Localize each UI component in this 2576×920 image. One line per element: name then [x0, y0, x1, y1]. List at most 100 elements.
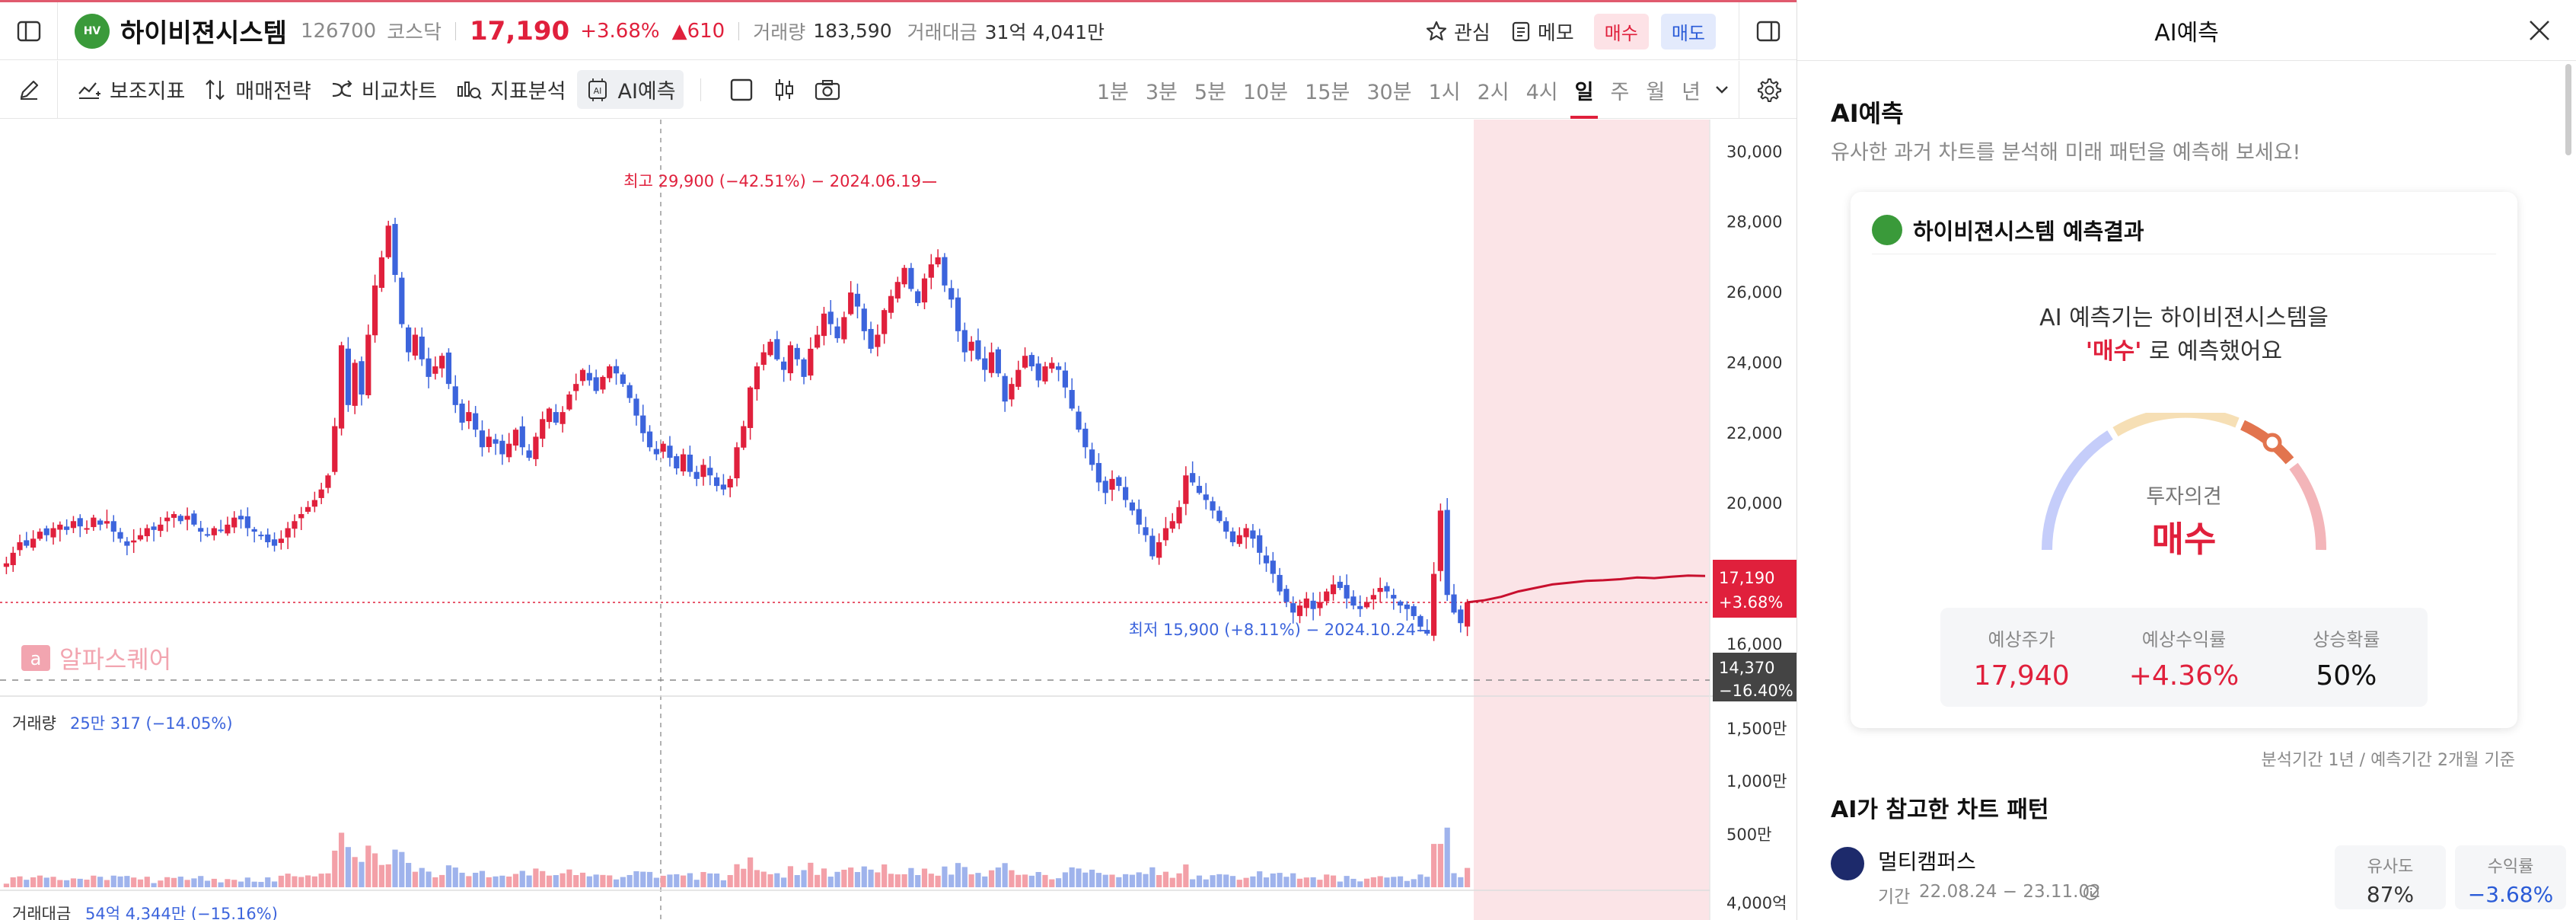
tool-ai-prediction[interactable]: AI AI예측 [576, 70, 684, 109]
candle-body [318, 489, 324, 498]
tool-trading-strategy[interactable]: 매매전략 [203, 75, 311, 104]
volume-bar [626, 874, 633, 887]
volume-bar [1109, 874, 1115, 887]
candle-body [586, 372, 592, 381]
reference-pattern-item[interactable]: 멀티캠퍼스 기간 22.08.24 − 23.11.02 유사도 87% 수익률… [1831, 842, 2566, 911]
tool-compare-chart[interactable]: 비교차트 [330, 75, 437, 104]
low-annotation: 최저 15,900 (+8.11%) − 2024.10.24 [1129, 621, 1416, 639]
stock-name[interactable]: 하이비젼시스템 [120, 18, 287, 49]
candle-body [915, 291, 921, 303]
volume-bar [848, 867, 854, 887]
candle-body [1062, 370, 1068, 388]
period-3min[interactable]: 3분 [1145, 80, 1178, 104]
candle-body [633, 398, 639, 416]
return-label: 수익률 [2487, 858, 2534, 877]
candle-body [1350, 596, 1357, 606]
sidebar-toggle-button[interactable] [0, 2, 58, 60]
volume-bar [432, 877, 438, 887]
period-15min[interactable]: 15분 [1305, 80, 1350, 104]
volume-bar [1290, 873, 1296, 887]
panel-toggle-button[interactable] [1739, 2, 1797, 60]
period-4hour[interactable]: 4시 [1526, 80, 1558, 104]
period-2hour[interactable]: 2시 [1477, 80, 1510, 104]
volume-bar [332, 850, 338, 887]
gauge-segment-neutral [2112, 413, 2240, 437]
candle-body [801, 359, 807, 377]
candle-body [948, 288, 955, 300]
candle-body [821, 313, 827, 337]
volume-bar [1384, 877, 1390, 887]
sell-button[interactable]: 매도 [1660, 13, 1716, 50]
period-more-button[interactable] [1714, 61, 1730, 119]
volume-bar [198, 876, 204, 887]
ai-icon: AI [588, 78, 607, 101]
info-icon[interactable] [2082, 883, 2100, 902]
volume-axis-tick: 500만 [1726, 826, 1771, 844]
volume-bar [251, 881, 257, 887]
period-10min[interactable]: 10분 [1242, 80, 1289, 104]
watch-button[interactable]: 관심 [1425, 18, 1490, 46]
amount-value: 31억 4,041만 [984, 21, 1105, 43]
period-month[interactable]: 월 [1646, 80, 1666, 104]
drawing-tool-button[interactable] [0, 60, 58, 119]
candle-body [646, 431, 653, 448]
panel-scrollbar[interactable] [2565, 64, 2571, 155]
volume-bar [1042, 874, 1048, 887]
candle-body [1015, 369, 1022, 387]
candle-body [1464, 602, 1471, 627]
candle-body [17, 541, 23, 551]
candle-type-button[interactable] [771, 77, 797, 103]
period-day[interactable]: 일 [1570, 61, 1599, 119]
volume-bar [741, 868, 747, 887]
volume-bar [1076, 868, 1082, 887]
tool-indicators[interactable]: 보조지표 [76, 75, 185, 104]
volume-bar [512, 874, 519, 887]
volume-bar [1357, 881, 1363, 887]
candle-body [882, 310, 888, 334]
candle-body [158, 524, 164, 532]
volume-bar [667, 874, 673, 887]
close-icon[interactable] [2526, 17, 2553, 44]
price-chart[interactable]: 30,00028,00026,00024,00022,00020,00018,0… [0, 120, 1797, 920]
tool-indicator-analysis[interactable]: 지표분석 [455, 75, 566, 104]
candle-body [1411, 605, 1417, 616]
volume-bar [225, 879, 231, 887]
volume-bar [607, 875, 613, 887]
period-year[interactable]: 년 [1682, 80, 1701, 104]
volume-bar [540, 870, 546, 887]
volume-bar [1296, 878, 1303, 887]
volume-bar [754, 870, 760, 887]
candle-body [292, 521, 298, 529]
candle-body [894, 282, 901, 299]
volume-bar [392, 849, 398, 887]
volume-bar [1404, 880, 1410, 887]
reference-price-tag [1713, 653, 1797, 701]
candle-body [399, 277, 405, 324]
volume-bar [586, 876, 592, 887]
candle-body [1290, 603, 1296, 613]
header-actions: 관심 메모 매수 매도 [1425, 2, 1797, 60]
volume-bar [211, 878, 217, 887]
chart-settings-button[interactable] [1739, 61, 1797, 119]
period-30min[interactable]: 30분 [1366, 80, 1412, 104]
candle-body [727, 478, 733, 488]
candle-body [1143, 527, 1149, 535]
period-1min[interactable]: 1분 [1096, 80, 1129, 104]
volume-bar [231, 880, 238, 887]
period-5min[interactable]: 5분 [1194, 80, 1226, 104]
gauge-segment-sell [2042, 430, 2113, 551]
section-title: AI예측 [1831, 99, 1904, 128]
candle-body [1169, 521, 1175, 529]
period-1hour[interactable]: 1시 [1428, 80, 1461, 104]
buy-button[interactable]: 매수 [1593, 13, 1649, 50]
chart-area[interactable]: 30,00028,00026,00024,00022,00020,00018,0… [0, 120, 1797, 920]
candle-body [1069, 390, 1075, 409]
period-week[interactable]: 주 [1610, 80, 1630, 104]
volume-bar [942, 866, 948, 887]
screenshot-button[interactable] [814, 78, 841, 102]
memo-button[interactable]: 메모 [1510, 18, 1574, 46]
chart-square-button[interactable] [728, 77, 754, 103]
volume-bar [526, 875, 532, 887]
volume-bar [459, 872, 465, 887]
candle-body [841, 317, 847, 340]
